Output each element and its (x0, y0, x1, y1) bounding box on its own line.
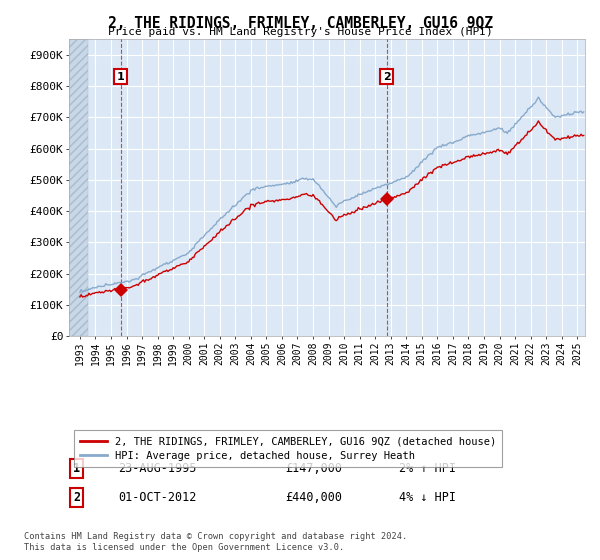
Text: 1: 1 (117, 72, 124, 82)
Text: 2, THE RIDINGS, FRIMLEY, CAMBERLEY, GU16 9QZ: 2, THE RIDINGS, FRIMLEY, CAMBERLEY, GU16… (107, 16, 493, 31)
Text: Contains HM Land Registry data © Crown copyright and database right 2024.
This d: Contains HM Land Registry data © Crown c… (24, 532, 407, 552)
Text: 4% ↓ HPI: 4% ↓ HPI (399, 491, 456, 504)
Text: 01-OCT-2012: 01-OCT-2012 (118, 491, 196, 504)
Text: 2% ↑ HPI: 2% ↑ HPI (399, 461, 456, 474)
Text: Price paid vs. HM Land Registry's House Price Index (HPI): Price paid vs. HM Land Registry's House … (107, 27, 493, 37)
Text: 1: 1 (73, 461, 80, 474)
Text: 23-AUG-1995: 23-AUG-1995 (118, 461, 196, 474)
Polygon shape (69, 39, 88, 336)
Text: £147,000: £147,000 (286, 461, 343, 474)
Text: 2: 2 (383, 72, 391, 82)
Text: 2: 2 (73, 491, 80, 504)
Legend: 2, THE RIDINGS, FRIMLEY, CAMBERLEY, GU16 9QZ (detached house), HPI: Average pric: 2, THE RIDINGS, FRIMLEY, CAMBERLEY, GU16… (74, 430, 502, 467)
Text: £440,000: £440,000 (286, 491, 343, 504)
